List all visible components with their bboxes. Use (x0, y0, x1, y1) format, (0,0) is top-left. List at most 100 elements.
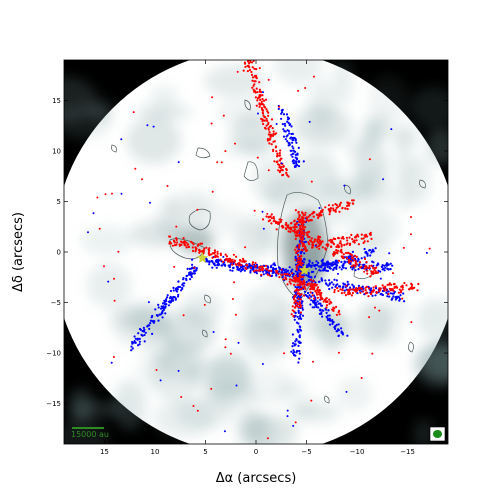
contour (202, 329, 208, 338)
blue-point (292, 147, 295, 150)
blue-point (402, 292, 405, 295)
red-point (293, 220, 296, 223)
blue-point (107, 280, 110, 283)
red-point (360, 233, 363, 236)
red-point (222, 260, 225, 263)
blue-point (337, 285, 341, 288)
red-point (304, 213, 307, 216)
blue-point (325, 269, 328, 272)
red-point (111, 192, 113, 195)
blue-point (314, 298, 317, 301)
blue-point (381, 293, 384, 296)
red-point (337, 259, 341, 262)
red-point (253, 83, 256, 86)
blue-point (171, 299, 175, 302)
blue-point (333, 266, 336, 269)
blue-point (313, 264, 316, 267)
red-point (289, 282, 292, 285)
red-point (345, 243, 348, 246)
red-point (299, 294, 302, 297)
red-point (378, 287, 381, 290)
blue-point (346, 280, 349, 283)
red-point (329, 300, 332, 303)
red-point (278, 170, 281, 174)
red-point (409, 233, 412, 236)
red-point (259, 95, 262, 98)
red-point (155, 369, 158, 371)
red-point (252, 270, 255, 273)
blue-point (312, 270, 315, 273)
blue-point (388, 252, 391, 255)
red-point (254, 80, 257, 83)
red-point (255, 87, 258, 90)
red-point (347, 260, 350, 263)
red-point (309, 283, 312, 286)
beam-ellipse-icon (433, 430, 442, 438)
blue-point (298, 350, 301, 353)
red-point (308, 219, 311, 222)
blue-point (351, 268, 354, 271)
red-point (297, 292, 300, 295)
red-point (338, 313, 341, 316)
red-point (310, 278, 313, 281)
red-point (173, 241, 176, 244)
source-markers (196, 252, 311, 275)
red-point (262, 103, 265, 106)
red-point (303, 220, 306, 224)
blue-point (195, 267, 198, 270)
red-point (297, 279, 300, 282)
blue-point (335, 330, 338, 333)
blue-point (174, 298, 177, 301)
blue-point (189, 278, 192, 281)
red-point (298, 246, 301, 249)
red-point (316, 293, 319, 296)
red-point (339, 242, 342, 245)
blue-point (177, 293, 180, 296)
blue-point (341, 266, 345, 269)
x-axis-ticks: 15 10 5 0 −5 −10 −15 (100, 60, 415, 456)
red-point (280, 273, 283, 276)
contour (243, 161, 259, 181)
red-point (297, 297, 300, 300)
red-point (250, 266, 253, 269)
red-point (390, 283, 393, 286)
blue-point (270, 264, 273, 267)
blue-point (310, 276, 313, 279)
blue-point (175, 287, 178, 290)
blue-point (278, 266, 281, 269)
red-point (185, 241, 188, 244)
red-point (171, 244, 174, 247)
blue-point (345, 390, 348, 393)
red-point (337, 244, 340, 247)
emission-blob (235, 217, 272, 259)
emission-blob (391, 125, 418, 150)
scale-bar-label: 15000 au (71, 430, 109, 439)
red-point (261, 218, 265, 221)
red-point (342, 237, 345, 240)
red-point (411, 287, 414, 290)
blue-point (383, 269, 386, 272)
blue-point (185, 274, 188, 278)
blue-point (314, 303, 317, 307)
blue-point (335, 279, 338, 282)
blue-point (334, 327, 337, 330)
red-point (293, 283, 296, 286)
red-point (277, 221, 280, 224)
blue-point (305, 274, 308, 277)
red-point (299, 257, 302, 260)
blue-point (188, 267, 191, 270)
red-point (264, 264, 268, 267)
blue-point (330, 281, 333, 284)
red-point (268, 142, 271, 145)
blue-point (386, 267, 389, 270)
x-tick-label: −10 (350, 448, 365, 456)
blue-point (320, 304, 323, 307)
red-point (359, 286, 362, 289)
blue-point (285, 135, 288, 138)
red-point (348, 289, 351, 292)
emission-blob (164, 191, 204, 223)
x-tick-label: 15 (100, 448, 109, 456)
red-point (374, 285, 377, 288)
red-point (403, 281, 406, 285)
red-point (410, 216, 412, 218)
